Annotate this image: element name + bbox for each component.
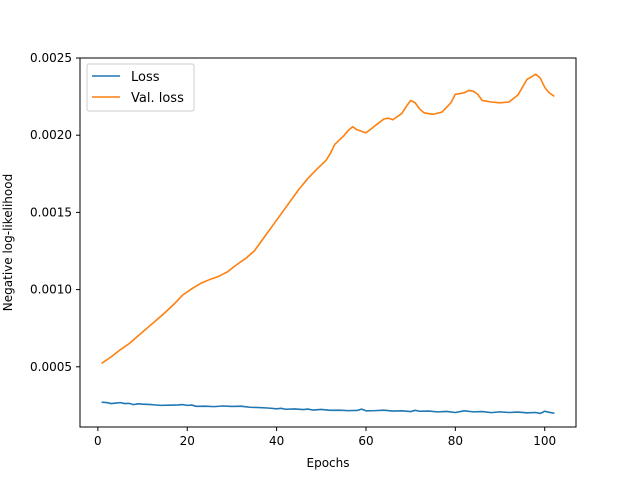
x-tick-label: 80: [448, 434, 463, 448]
y-tick-label: 0.0015: [30, 205, 72, 219]
x-tick-label: 40: [269, 434, 284, 448]
y-axis: 0.0005 0.0010 0.0015 0.0020 0.0025: [30, 51, 80, 374]
series-layer: [101, 73, 555, 415]
x-tick-label: 20: [180, 434, 195, 448]
series-line-val-loss: [101, 73, 555, 365]
series-line-loss: [101, 401, 555, 415]
y-tick-label: 0.0020: [30, 128, 72, 142]
y-tick-label: 0.0010: [30, 283, 72, 297]
x-tick-label: 60: [358, 434, 373, 448]
y-tick-label: 0.0005: [30, 360, 72, 374]
x-axis-label: Epochs: [307, 456, 350, 470]
legend: Loss Val. loss: [86, 63, 195, 112]
x-tick-label: 0: [94, 434, 102, 448]
x-axis: 0 20 40 60 80 100: [94, 427, 556, 448]
y-tick-label: 0.0025: [30, 51, 72, 65]
legend-label-loss: Loss: [131, 70, 160, 85]
y-axis-label: Negative log-likelihood: [1, 174, 15, 311]
legend-label-val-loss: Val. loss: [131, 91, 184, 106]
plot-frame: [79, 57, 577, 428]
x-tick-label: 100: [533, 434, 556, 448]
